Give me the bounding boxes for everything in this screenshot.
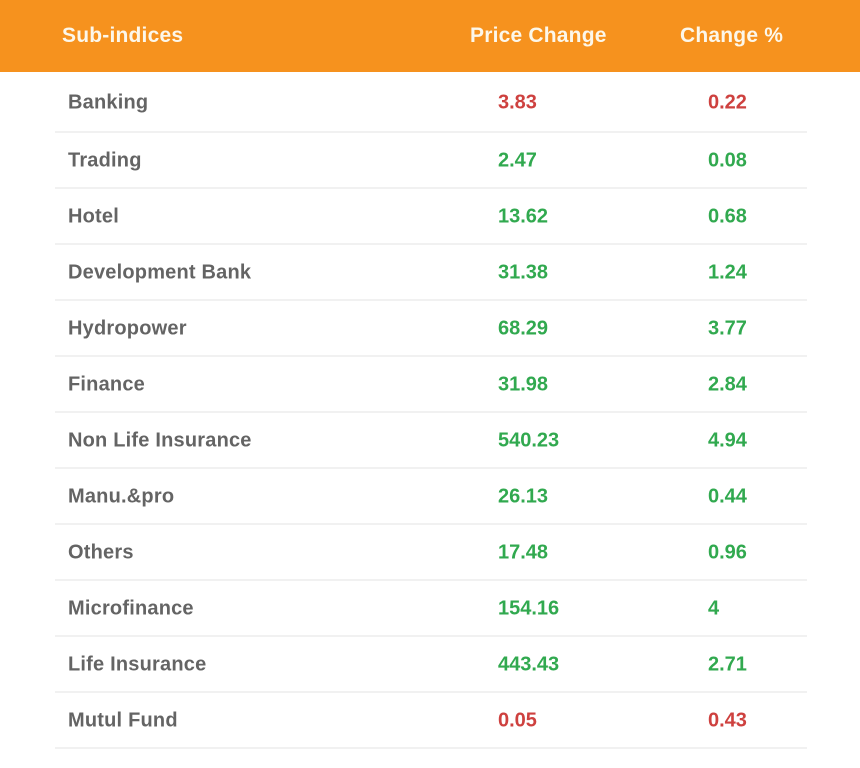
row-label: Banking [68, 91, 149, 113]
price-change-value: 31.38 [498, 261, 549, 284]
table-row[interactable]: Trading 2.47 0.08 [0, 133, 860, 189]
price-change-value: 13.62 [498, 205, 549, 228]
header-change-pct: Change % [680, 24, 784, 47]
change-pct-value: 0.68 [708, 205, 747, 228]
price-change-value: 154.16 [498, 597, 560, 620]
header-price-change: Price Change [470, 24, 607, 47]
row-label: Development Bank [68, 261, 252, 284]
row-label: Mutul Fund [68, 709, 178, 732]
change-pct-value: 0.08 [708, 149, 747, 172]
table-row[interactable]: Finance 31.98 2.84 [0, 357, 860, 413]
table-row[interactable]: Microfinance 154.16 4 [0, 581, 860, 637]
change-pct-value: 1.24 [708, 261, 747, 284]
row-label: Trading [68, 149, 142, 172]
price-change-value: 540.23 [498, 429, 560, 452]
price-change-value: 3.83 [498, 91, 537, 113]
change-pct-value: 2.71 [708, 653, 747, 676]
row-label: Microfinance [68, 597, 194, 620]
change-pct-value: 3.77 [708, 317, 747, 340]
price-change-value: 26.13 [498, 485, 549, 508]
table-row[interactable]: Life Insurance 443.43 2.71 [0, 637, 860, 693]
change-pct-value: 2.84 [708, 373, 747, 396]
change-pct-value: 0.43 [708, 709, 747, 732]
price-change-value: 2.47 [498, 149, 537, 172]
change-pct-value: 0.96 [708, 541, 747, 564]
change-pct-value: 0.44 [708, 485, 747, 508]
price-change-value: 68.29 [498, 317, 549, 340]
table-row[interactable]: Banking 3.83 0.22 [0, 72, 860, 133]
table-row[interactable]: Non Life Insurance 540.23 4.94 [0, 413, 860, 469]
table-row[interactable]: Mutul Fund 0.05 0.43 [0, 693, 860, 749]
row-label: Manu.&pro [68, 485, 175, 508]
table-row[interactable]: Hydropower 68.29 3.77 [0, 301, 860, 357]
table-header: Sub-indices Price Change Change % [0, 0, 860, 72]
row-label: Finance [68, 373, 145, 396]
price-change-value: 0.05 [498, 709, 537, 732]
row-label: Hotel [68, 205, 119, 228]
change-pct-value: 0.22 [708, 91, 747, 113]
change-pct-value: 4.94 [708, 429, 747, 452]
price-change-value: 31.98 [498, 373, 549, 396]
row-label: Non Life Insurance [68, 429, 252, 452]
table-body: Banking 3.83 0.22 Trading 2.47 0.08 Hote… [0, 72, 860, 749]
row-label: Others [68, 541, 134, 564]
price-change-value: 17.48 [498, 541, 549, 564]
table-row[interactable]: Manu.&pro 26.13 0.44 [0, 469, 860, 525]
table-row[interactable]: Development Bank 31.38 1.24 [0, 245, 860, 301]
table-row[interactable]: Hotel 13.62 0.68 [0, 189, 860, 245]
price-change-value: 443.43 [498, 653, 560, 676]
row-label: Life Insurance [68, 653, 207, 676]
row-label: Hydropower [68, 317, 187, 340]
header-sub-indices: Sub-indices [62, 24, 184, 47]
table-row[interactable]: Others 17.48 0.96 [0, 525, 860, 581]
change-pct-value: 4 [708, 597, 720, 620]
